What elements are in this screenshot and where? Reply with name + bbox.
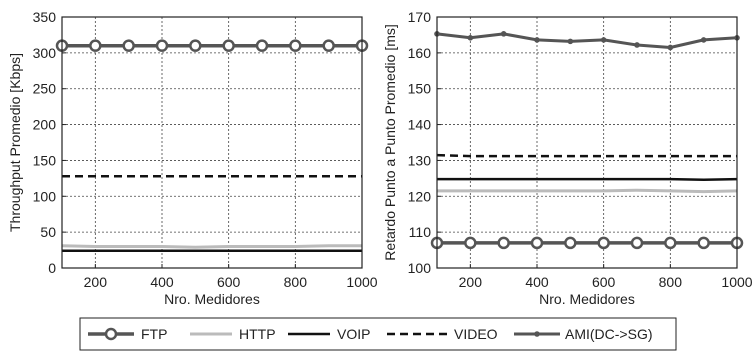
legend-ami-marker: [534, 331, 540, 337]
point-ftp: [530, 236, 544, 250]
x-tick-label: 200: [84, 274, 108, 290]
point-ftp: [464, 236, 477, 250]
point-ftp: [497, 236, 510, 250]
legend-ftp-marker: [104, 327, 118, 341]
point-ftp: [122, 39, 135, 52]
plot-frame: [61, 16, 363, 269]
point-ftp: [597, 236, 610, 250]
y-tick-label: 150: [33, 152, 57, 168]
x-tick-label: 400: [525, 274, 549, 290]
point-ami-dc-sg: [667, 44, 674, 51]
y-tick-label: 50: [40, 224, 56, 240]
point-ftp: [630, 236, 644, 250]
x-axis-label: Nro. Medidores: [164, 291, 260, 307]
legend-http-label: HTTP: [239, 326, 276, 342]
y-tick-label: 140: [408, 117, 432, 133]
x-tick-label: 200: [459, 274, 483, 290]
point-ftp: [189, 39, 202, 52]
y-tick-label: 100: [33, 188, 57, 204]
point-ftp: [697, 236, 710, 250]
legend: FTP HTTP VOIP VIDEO AMI(DC->SG): [79, 317, 677, 351]
x-tick-label: 800: [659, 274, 683, 290]
series-line-http: [437, 188, 738, 194]
y-tick-label: 150: [408, 81, 432, 97]
y-axis-label: Retardo Punto a Punto Promedio [ms]: [382, 24, 398, 261]
x-tick-label: 800: [284, 274, 308, 290]
point-ami-dc-sg: [467, 34, 474, 41]
y-tick-label: 250: [33, 81, 57, 97]
series-line-http: [61, 244, 362, 249]
x-tick-label: 1000: [346, 274, 377, 290]
y-tick-label: 0: [48, 260, 56, 276]
point-ftp: [289, 39, 302, 52]
y-tick-label: 350: [33, 9, 57, 25]
point-ami-dc-sg: [567, 38, 574, 45]
x-tick-label: 1000: [721, 274, 752, 290]
point-ami-dc-sg: [600, 37, 607, 43]
point-ftp: [222, 39, 235, 52]
legend-ami-label: AMI(DC->SG): [565, 326, 653, 342]
series-line-voip: [437, 177, 738, 182]
legend-box: [79, 317, 677, 351]
legend-item-http: HTTP: [190, 326, 276, 342]
series-line-video: [436, 153, 737, 158]
point-ftp: [89, 39, 102, 52]
legend-video-label: VIDEO: [454, 326, 498, 342]
y-axis-label: Throughput Promedio [Kbps]: [7, 53, 23, 232]
point-ftp: [322, 39, 335, 52]
y-tick-label: 170: [408, 9, 432, 25]
legend-item-voip: VOIP: [288, 326, 370, 342]
legend-item-ami: AMI(DC->SG): [514, 326, 653, 342]
x-tick-label: 600: [217, 274, 241, 290]
point-ftp: [255, 39, 269, 52]
legend-voip-label: VOIP: [337, 326, 370, 342]
x-axis-label: Nro. Medidores: [539, 291, 635, 307]
point-ftp: [664, 236, 677, 250]
delay-chart: 200 400 600 800 1000 100 110 120 130 140 150 160 170…: [382, 9, 753, 307]
y-tick-label: 200: [33, 117, 57, 133]
point-ami-dc-sg: [634, 42, 640, 48]
x-tick-label: 600: [592, 274, 616, 290]
legend-item-ftp: FTP: [88, 326, 167, 342]
point-ami-dc-sg: [534, 37, 540, 43]
point-ftp: [564, 236, 577, 250]
series-line-ami-dc-sg: [436, 32, 738, 49]
point-ami-dc-sg: [500, 31, 507, 37]
y-tick-label: 100: [408, 260, 432, 276]
point-ftp: [155, 39, 169, 52]
y-tick-label: 110: [409, 224, 432, 240]
plot-area: [62, 17, 362, 268]
x-tick-label: 400: [150, 274, 174, 290]
throughput-chart: 200 400 600 800 1000 0 50 100 150 200 250 300 350 Nro…: [7, 9, 378, 307]
legend-item-video: VIDEO: [387, 326, 498, 342]
point-ami-dc-sg: [700, 37, 707, 43]
y-tick-label: 160: [408, 45, 432, 61]
plot-area: [437, 17, 737, 268]
y-tick-label: 300: [33, 45, 57, 61]
y-tick-label: 130: [408, 152, 432, 168]
plot-frame: [436, 16, 738, 269]
y-tick-label: 120: [408, 188, 432, 204]
legend-ftp-label: FTP: [141, 326, 167, 342]
